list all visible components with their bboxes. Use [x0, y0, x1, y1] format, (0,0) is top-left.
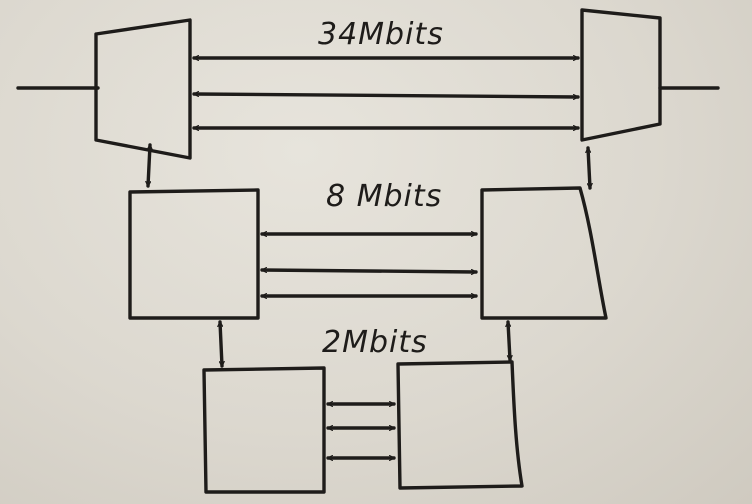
link-label-middle: 8 Mbits: [326, 179, 442, 214]
links-34: [192, 58, 580, 128]
mux-left-34: [94, 18, 192, 160]
links-8: [260, 234, 478, 296]
box-left-2: [202, 366, 326, 494]
vertical-link-right-8-2: [508, 320, 510, 362]
vertical-link-left-34-8: [148, 143, 150, 188]
links-2: [326, 404, 396, 458]
box-right-2: [396, 360, 524, 490]
link-34-line: [192, 94, 580, 97]
box-left-8: [128, 188, 260, 320]
vertical-link-left-8-2: [220, 320, 222, 368]
box-right-8: [480, 186, 608, 320]
link-8-line: [260, 270, 478, 272]
link-label-top: 34Mbits: [318, 17, 444, 52]
vertical-link-right-34-8: [588, 146, 590, 190]
mux-right-34: [580, 8, 662, 142]
link-label-bottom: 2Mbits: [322, 325, 428, 360]
